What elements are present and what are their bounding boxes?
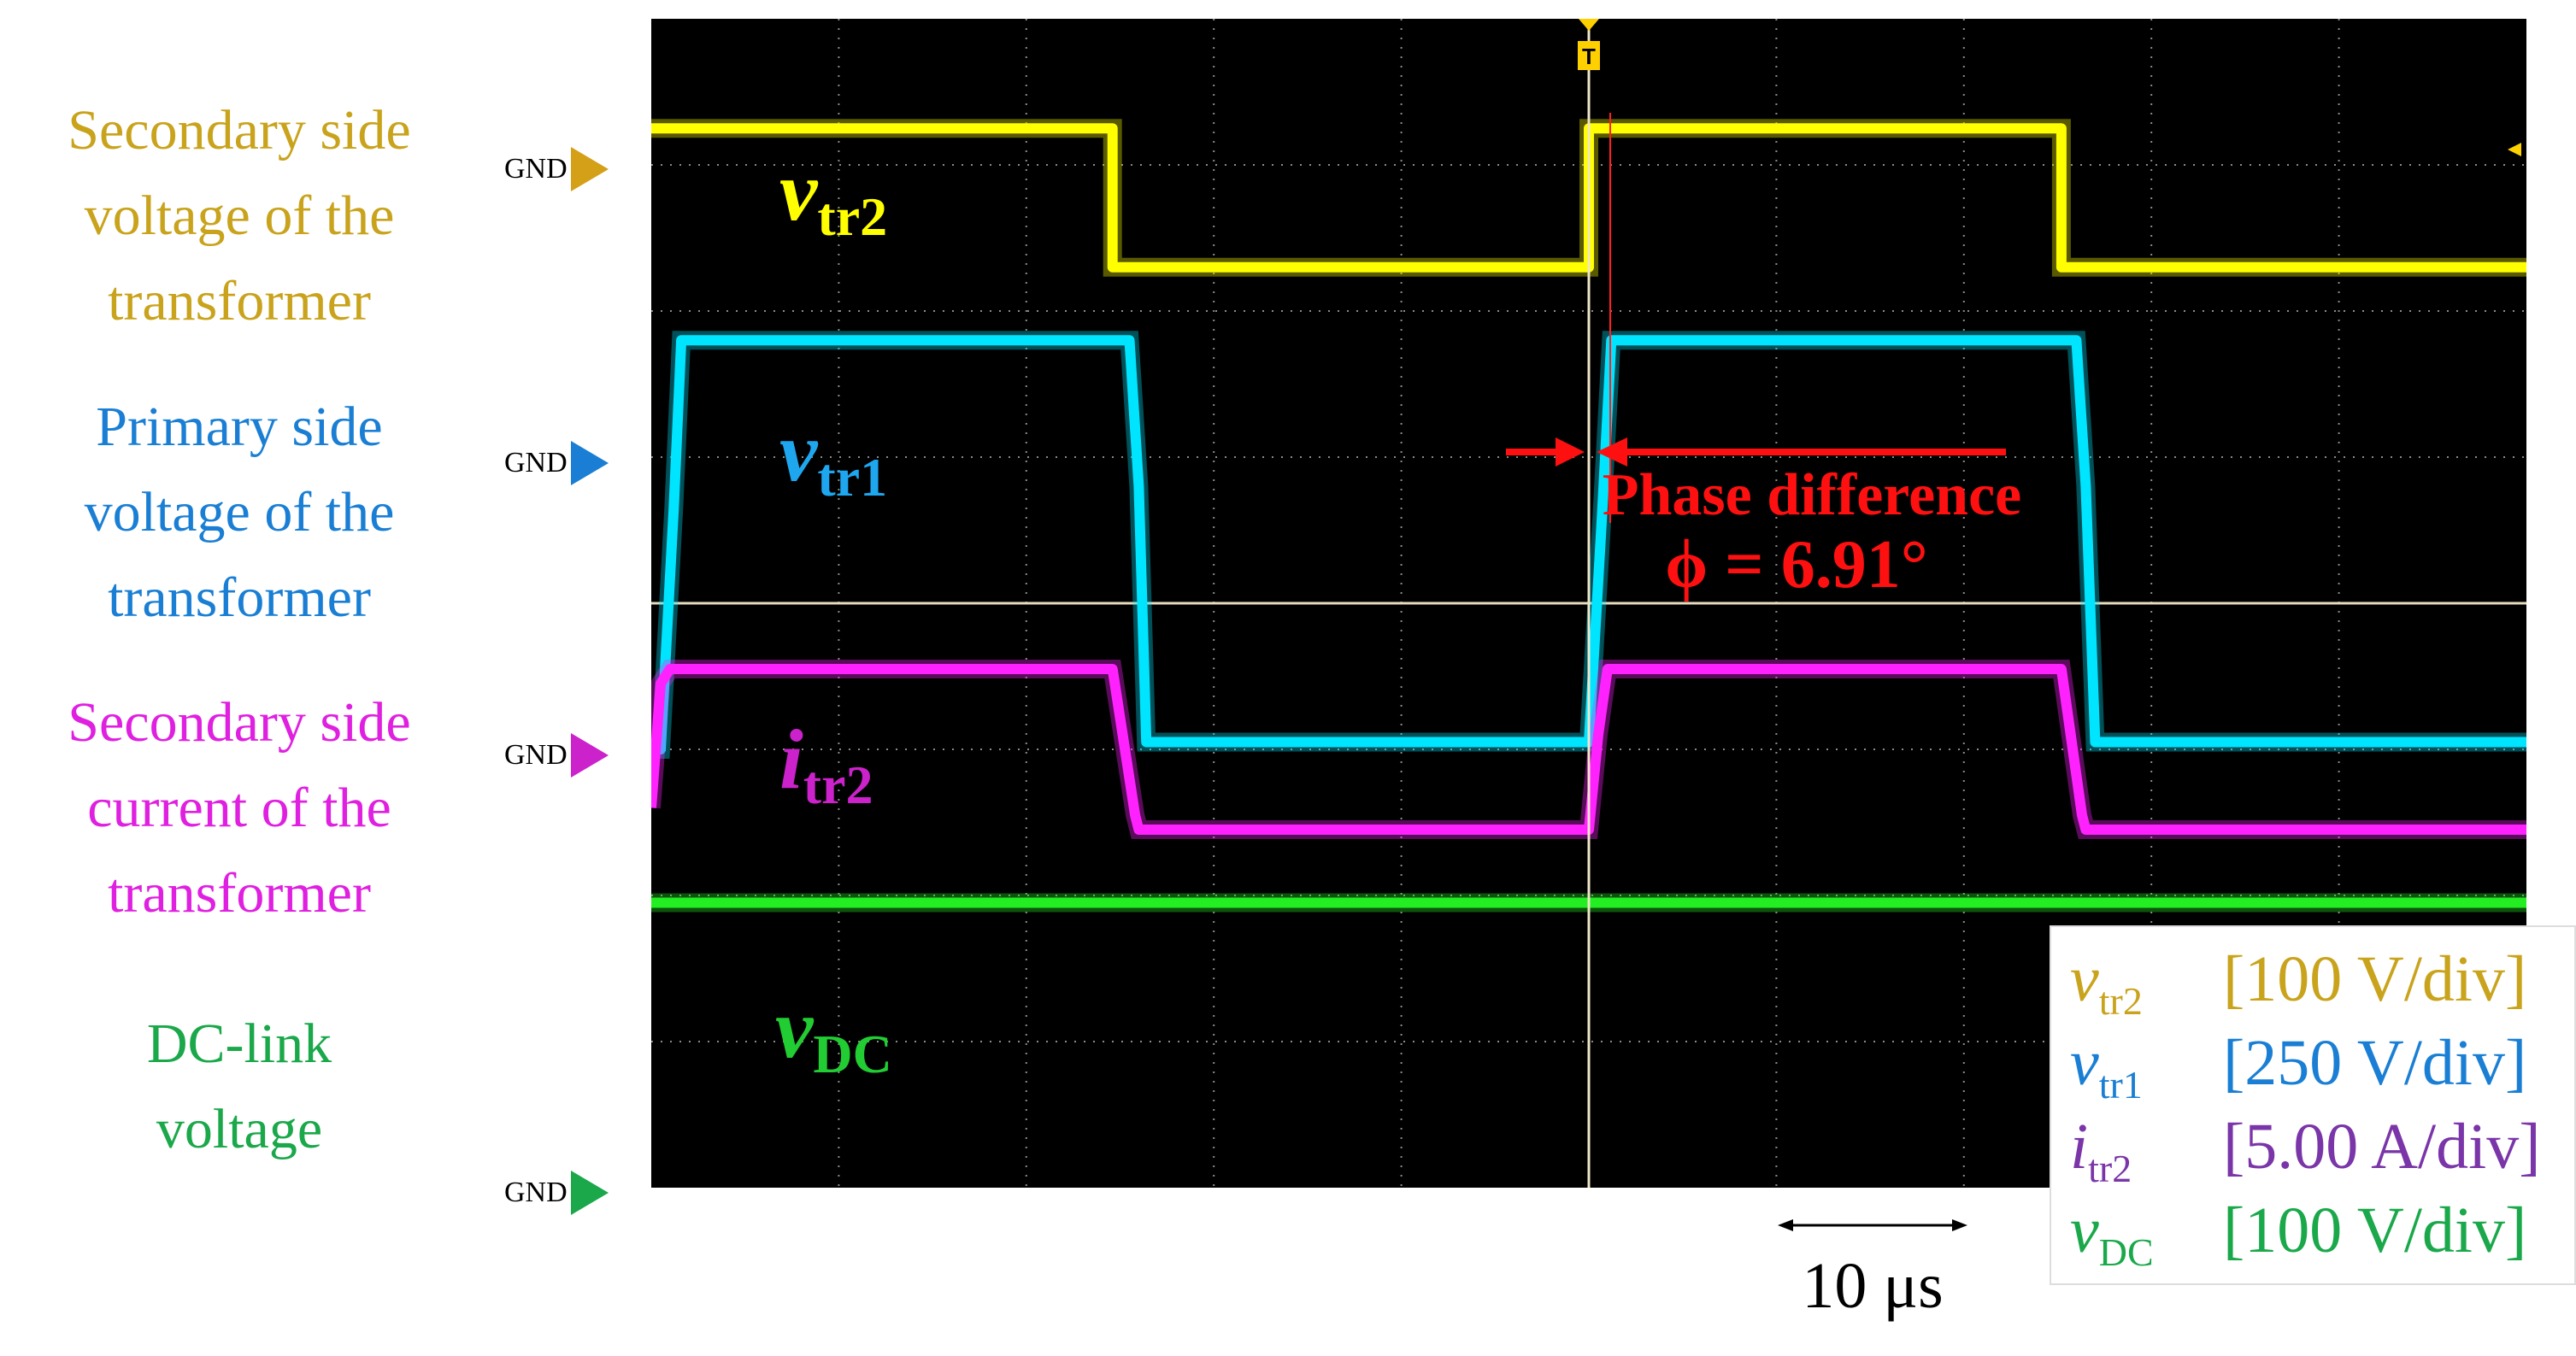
gnd-arrow-icon	[570, 733, 609, 778]
legend-row-vtr1: vtr1 [250 V/div]	[2070, 1024, 2526, 1124]
legend-scale: [100 V/div]	[2223, 1195, 2527, 1266]
label-vtr2: Secondary side voltage of the transforme…	[0, 88, 479, 344]
gnd-text: GND	[504, 447, 568, 478]
gnd-arrow-icon	[570, 441, 609, 485]
trace-v_tr1	[651, 335, 2526, 754]
gnd-marker-vtr1: GND	[504, 437, 609, 489]
annotations: T Phase difference ϕ = 6.91°	[1506, 19, 2521, 1188]
label-line: Secondary side	[68, 99, 411, 161]
right-edge-marker-icon	[2508, 143, 2521, 156]
legend-symbol: vtr1	[2070, 1027, 2143, 1107]
legend-symbol: itr2	[2070, 1111, 2132, 1191]
label-line: voltage of the	[84, 481, 395, 543]
legend-row-vtr2: vtr2 [100 V/div]	[2070, 941, 2526, 1040]
gnd-text: GND	[504, 153, 568, 185]
gnd-text: GND	[504, 739, 568, 771]
label-line: current of the	[87, 777, 391, 839]
trigger-marker-text: T	[1582, 44, 1596, 69]
time-scale-arrow-icon	[1778, 1219, 1967, 1231]
time-scale-label: 10 μs	[1802, 1250, 1944, 1322]
gnd-marker-vdc: GND	[504, 1167, 609, 1218]
trace-label-vtr2: vtr2	[779, 144, 887, 247]
legend-scale: [100 V/div]	[2223, 943, 2527, 1015]
phase-arrow-right-head	[1597, 437, 1627, 467]
label-line: transformer	[108, 566, 371, 629]
legend-scale: [250 V/div]	[2223, 1027, 2527, 1099]
trace-label-vtr1: vtr1	[779, 404, 887, 508]
phase-value-label: ϕ = 6.91°	[1665, 527, 1928, 602]
legend-row-vdc: vDC [100 V/div]	[2070, 1192, 2526, 1291]
label-line: transformer	[108, 270, 371, 332]
label-line: DC-link	[146, 1013, 332, 1075]
phase-arrow-left-head	[1556, 437, 1585, 467]
legend-symbol: vtr2	[2070, 943, 2143, 1024]
trigger-marker-icon: T	[1578, 19, 1600, 70]
label-vdc: DC-link voltage	[0, 1001, 479, 1172]
legend-scale: [5.00 A/div]	[2223, 1111, 2541, 1183]
oscilloscope-screen: vtr2 vtr1 itr2 vDC T Phase difference ϕ …	[651, 19, 2526, 1188]
label-vtr1: Primary side voltage of the transformer	[0, 384, 479, 641]
phase-difference-label: Phase difference	[1603, 462, 2022, 528]
label-line: transformer	[108, 862, 371, 925]
label-itr2: Secondary side current of the transforme…	[0, 680, 479, 936]
legend-row-itr2: itr2 [5.00 A/div]	[2070, 1108, 2541, 1207]
gnd-arrow-icon	[570, 147, 609, 191]
gnd-arrow-icon	[570, 1171, 609, 1215]
label-line: voltage	[156, 1098, 323, 1160]
gnd-marker-vtr2: GND	[504, 144, 609, 195]
gnd-text: GND	[504, 1177, 568, 1208]
legend: vtr2 [100 V/div] vtr1 [250 V/div] itr2 […	[2050, 925, 2576, 1285]
label-line: Primary side	[96, 396, 383, 458]
trace-label-itr2: itr2	[779, 712, 873, 815]
trace-label-vdc: vDC	[775, 981, 892, 1084]
label-line: voltage of the	[84, 185, 395, 247]
label-line: Secondary side	[68, 691, 411, 754]
legend-symbol: vDC	[2070, 1195, 2154, 1275]
gnd-marker-itr2: GND	[504, 730, 609, 781]
trace-labels: vtr2 vtr1 itr2 vDC	[775, 144, 892, 1084]
